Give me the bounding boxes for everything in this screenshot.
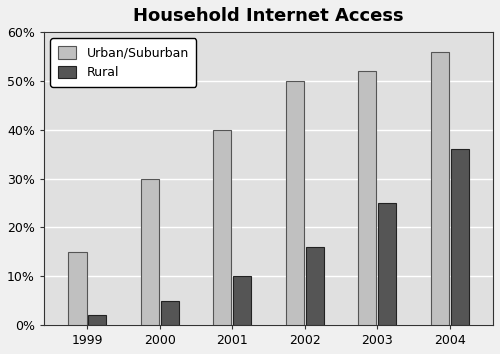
Bar: [358, 71, 376, 325]
Bar: [214, 130, 232, 325]
Title: Household Internet Access: Household Internet Access: [133, 7, 404, 25]
Bar: [286, 81, 304, 325]
Bar: [68, 252, 86, 325]
Legend: Urban/Suburban, Rural: Urban/Suburban, Rural: [50, 38, 196, 87]
Bar: [430, 52, 448, 325]
Bar: [378, 203, 396, 325]
Bar: [141, 178, 159, 325]
Bar: [88, 315, 106, 325]
Bar: [161, 301, 179, 325]
Bar: [450, 149, 468, 325]
Bar: [233, 276, 252, 325]
Bar: [306, 247, 324, 325]
